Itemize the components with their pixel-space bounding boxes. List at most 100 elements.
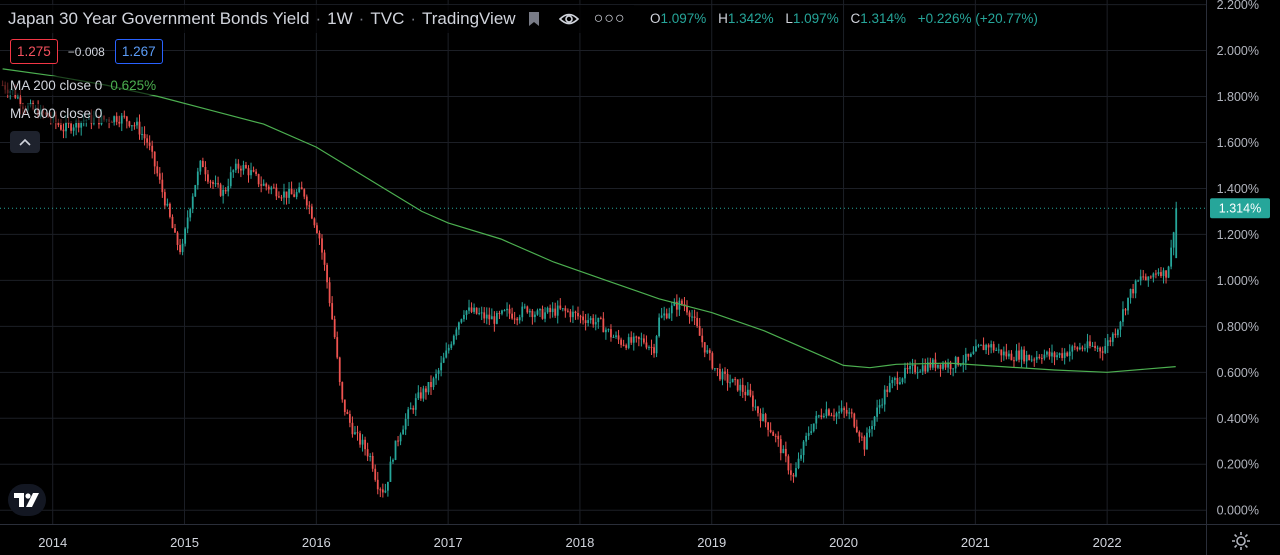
candle-body <box>660 315 663 318</box>
candle-body <box>645 342 648 348</box>
price-tick-label: 1.200% <box>1217 228 1259 242</box>
candle-body <box>326 264 328 283</box>
candle-body <box>265 183 268 187</box>
candle-body <box>602 318 605 333</box>
candle-body <box>635 336 638 338</box>
more-icon[interactable]: ○○○ <box>593 10 626 27</box>
gear-icon[interactable] <box>1230 530 1252 552</box>
candle-body <box>997 349 1000 351</box>
ma200-legend[interactable]: MA 200 close 0 0.625% <box>0 76 167 95</box>
candle-body <box>876 407 879 417</box>
candle-body <box>815 415 818 424</box>
candle-body <box>795 468 797 477</box>
candle-body <box>610 329 612 338</box>
title-separator: · <box>315 9 322 28</box>
time-tick-label: 2018 <box>565 535 594 550</box>
candle-body <box>308 205 311 207</box>
candle-body <box>113 116 116 123</box>
flag-icon[interactable] <box>528 11 540 27</box>
eye-icon[interactable] <box>558 8 580 30</box>
symbol-title-row[interactable]: Japan 30 Year Government Bonds Yield · 1… <box>0 5 634 33</box>
candle-body <box>1094 345 1096 349</box>
title-separator: · <box>358 9 365 28</box>
candle-body <box>675 301 678 310</box>
candle-body <box>873 416 876 427</box>
ma900-legend[interactable]: MA 900 close 0 <box>0 104 113 123</box>
candle-body <box>321 238 323 253</box>
interval-label[interactable]: 1W <box>327 9 353 28</box>
spread-value: −0.008 <box>67 44 105 59</box>
candle-body <box>186 217 189 229</box>
candle-body <box>975 346 977 352</box>
candle-body <box>1127 297 1129 311</box>
candle-body <box>607 329 610 331</box>
open-value: 1.097% <box>660 11 707 26</box>
candle-body <box>817 415 820 417</box>
candle-body <box>447 347 450 351</box>
candle-body <box>348 413 351 423</box>
candle-body <box>156 166 159 174</box>
change-value: +0.226% (+20.77%) <box>917 11 1038 26</box>
candle-body <box>1152 273 1155 278</box>
candle-body <box>374 468 377 480</box>
candle-body <box>1061 353 1064 358</box>
candle-body <box>212 181 214 184</box>
candle-body <box>787 456 790 471</box>
candle-body <box>316 225 318 233</box>
candle-body <box>229 172 232 187</box>
candle-body <box>75 120 78 128</box>
candle-body <box>1013 360 1015 362</box>
time-axis[interactable]: 2014 2015 2016 2017 2018 2019 2020 2021 2022 <box>38 535 1121 550</box>
candle-body <box>262 183 265 186</box>
time-tick-label: 2015 <box>170 535 199 550</box>
candle-body <box>430 381 432 388</box>
buy-price-button[interactable]: 1.267 <box>114 39 163 64</box>
candle-body <box>407 409 410 419</box>
candle-body <box>518 317 521 321</box>
candle-body <box>181 243 184 253</box>
candle-body <box>1132 289 1135 294</box>
candle-body <box>283 191 285 198</box>
candle-body <box>171 216 174 229</box>
candle-body <box>774 435 777 437</box>
candle-body <box>1109 340 1112 342</box>
ma200-path <box>2 68 1176 373</box>
candle-body <box>1106 340 1109 347</box>
candle-body <box>1018 350 1020 360</box>
candle-body <box>1058 353 1061 356</box>
candle-body <box>1122 309 1124 322</box>
candle-body <box>196 171 199 186</box>
candle-body <box>371 455 374 469</box>
candle-body <box>985 344 987 351</box>
candle-body <box>797 458 800 469</box>
candle-body <box>1096 347 1099 349</box>
candle-body <box>587 320 590 324</box>
candle-body <box>980 344 982 346</box>
price-tick-label: 0.200% <box>1217 458 1259 472</box>
candle-body <box>194 185 197 197</box>
symbol-title[interactable]: Japan 30 Year Government Bonds Yield <box>8 9 310 28</box>
candle-body <box>503 310 506 312</box>
candle-body <box>257 174 260 185</box>
candle-body <box>534 314 536 318</box>
candle-body <box>318 232 321 239</box>
price-axis[interactable]: 0.000% 0.200% 0.400% 0.600% 0.800% 1.000% 1.20… <box>1217 0 1259 518</box>
ma200-label: MA 200 close 0 <box>10 78 103 93</box>
candle-body <box>409 408 412 410</box>
candle-body <box>131 125 133 127</box>
candle-body <box>379 489 382 491</box>
candle-body <box>848 412 851 414</box>
candle-body <box>516 318 519 321</box>
candle-body <box>625 345 628 348</box>
candle-body <box>746 389 749 396</box>
sell-price-button[interactable]: 1.275 <box>10 39 58 64</box>
close-value: 1.314% <box>860 11 907 26</box>
candle-body <box>336 337 339 358</box>
candle-body <box>1114 333 1117 336</box>
candle-body <box>278 196 280 198</box>
tradingview-logo[interactable] <box>8 484 46 516</box>
candle-body <box>703 342 706 353</box>
collapse-legend-button[interactable] <box>10 131 40 153</box>
